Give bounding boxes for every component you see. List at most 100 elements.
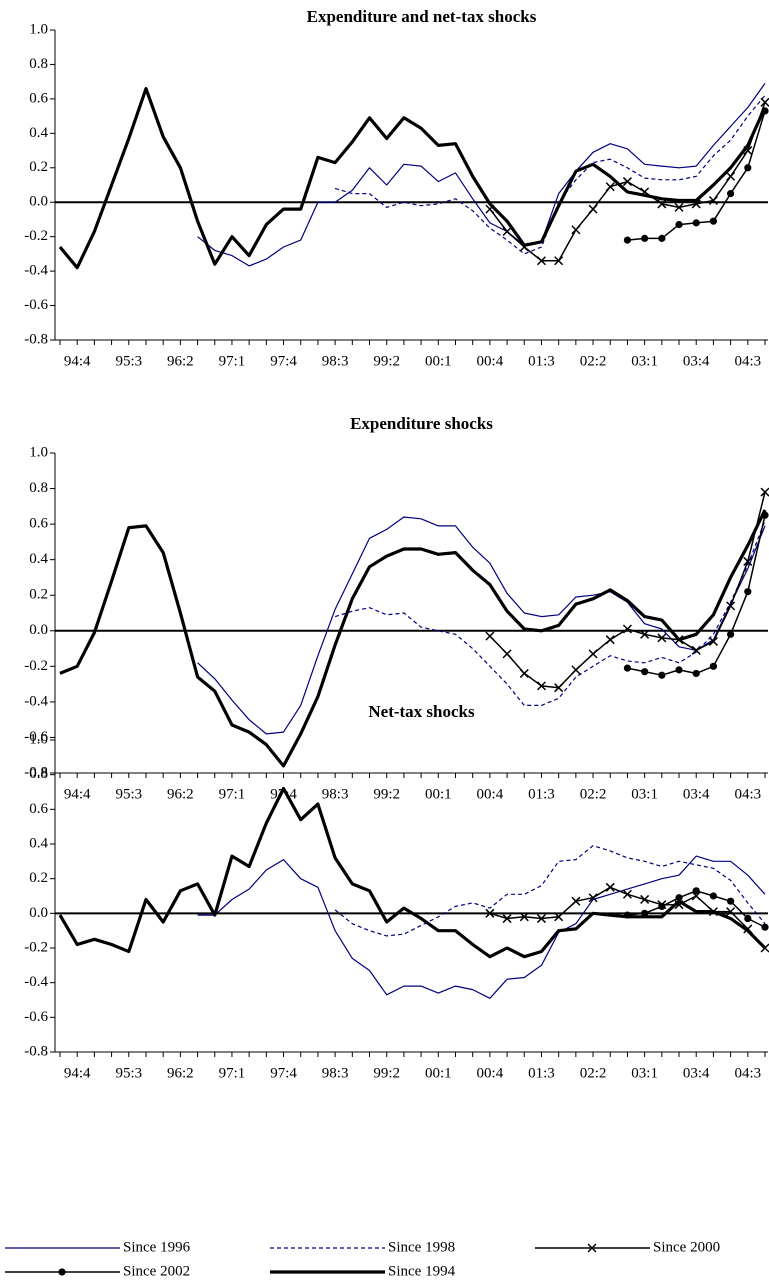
marker-dot — [709, 662, 718, 670]
y-tick-label: 0.0 — [29, 622, 48, 638]
marker-x — [588, 204, 598, 214]
x-tick-label: 96:2 — [167, 1065, 194, 1081]
y-tick-label: -0.6 — [24, 297, 48, 313]
marker-x — [605, 882, 615, 892]
marker-x — [536, 914, 546, 924]
marker-x — [554, 912, 564, 922]
x-tick-label: 03:1 — [631, 353, 658, 369]
marker-x — [554, 683, 564, 693]
y-tick-label: -0.2 — [24, 939, 48, 955]
marker-x — [657, 633, 667, 643]
chart-title: Expenditure shocks — [350, 414, 493, 433]
marker-x — [536, 256, 546, 266]
x-tick-label: 97:1 — [219, 1065, 246, 1081]
series-line — [334, 520, 766, 706]
x-tick-label: 01:3 — [528, 1065, 555, 1081]
chart-title: Expenditure and net-tax shocks — [307, 7, 537, 26]
marker-dot — [727, 630, 735, 638]
x-tick-label: 98:3 — [322, 353, 349, 369]
series-line — [197, 83, 766, 267]
marker-dot — [641, 909, 649, 917]
y-tick-label: 0.2 — [29, 159, 48, 175]
marker-x — [571, 665, 581, 675]
series-line — [59, 509, 767, 768]
marker-x — [743, 556, 753, 566]
x-tick-label: 01:3 — [528, 353, 555, 369]
marker-dot — [658, 671, 666, 679]
marker-x — [485, 908, 495, 918]
x-tick-label: 97:4 — [270, 353, 297, 369]
x-tick-label: 02:2 — [580, 786, 607, 802]
x-tick-label: 00:1 — [425, 1065, 452, 1081]
x-tick-label: 95:3 — [115, 786, 142, 802]
legend-marker — [58, 1268, 66, 1276]
series-line — [334, 845, 766, 937]
y-tick-label: -0.4 — [24, 263, 48, 279]
x-tick-label: 97:1 — [219, 786, 246, 802]
marker-dot — [727, 190, 735, 198]
marker-dot — [658, 234, 666, 242]
y-tick-label: 0.6 — [29, 90, 48, 106]
x-tick-label: 98:3 — [322, 786, 349, 802]
x-tick-label: 96:2 — [167, 786, 194, 802]
legend-label: Since 1996 — [123, 1239, 191, 1255]
y-tick-label: -0.8 — [24, 331, 48, 347]
x-tick-label: 98:3 — [322, 1065, 349, 1081]
y-tick-label: 0.2 — [29, 870, 48, 886]
marker-x — [622, 889, 632, 899]
marker-x — [657, 199, 667, 209]
marker-dot — [623, 664, 632, 672]
y-tick-label: 0.8 — [29, 480, 48, 496]
x-tick-label: 95:3 — [115, 1065, 142, 1081]
y-tick-label: -0.2 — [24, 658, 48, 674]
marker-x — [571, 896, 581, 906]
marker-dot — [641, 668, 649, 676]
legend-marker — [587, 1243, 597, 1253]
marker-dot — [675, 666, 683, 674]
y-tick-label: 0.4 — [29, 125, 48, 141]
x-tick-label: 96:2 — [167, 353, 194, 369]
y-tick-label: 1.0 — [29, 731, 48, 747]
marker-x — [708, 195, 718, 206]
legend-label: Since 1994 — [388, 1263, 456, 1279]
marker-x — [536, 681, 546, 691]
series-line — [334, 95, 766, 255]
x-tick-label: 03:4 — [683, 1065, 710, 1081]
x-tick-label: 99:2 — [373, 786, 400, 802]
y-tick-label: -0.2 — [24, 228, 48, 244]
y-tick-label: -0.8 — [24, 764, 48, 780]
y-tick-label: 1.0 — [29, 21, 48, 37]
marker-x — [674, 202, 684, 212]
y-tick-label: -0.6 — [24, 729, 48, 745]
marker-dot — [744, 588, 752, 596]
marker-x — [691, 645, 701, 655]
marker-x — [605, 635, 615, 645]
x-tick-label: 99:2 — [373, 1065, 400, 1081]
marker-x — [760, 487, 769, 497]
legend-label: Since 1998 — [388, 1239, 455, 1255]
x-tick-label: 00:1 — [425, 353, 452, 369]
marker-dot — [641, 234, 649, 242]
panel: Net-tax shocks -0.8 -0.6 -0.4 -0.2 0.0 0.2 0.4 0… — [24, 702, 769, 1081]
legend-label: Since 2002 — [123, 1263, 190, 1279]
series-line — [58, 786, 767, 959]
x-tick-label: 94:4 — [64, 786, 91, 802]
marker-dot — [709, 892, 718, 900]
marker-x — [519, 912, 529, 922]
y-tick-label: -0.8 — [24, 1043, 48, 1059]
y-tick-label: 0.2 — [29, 587, 48, 603]
x-tick-label: 94:4 — [64, 353, 91, 369]
marker-x — [554, 256, 564, 266]
series-line — [197, 516, 766, 735]
marker-dot — [675, 221, 683, 229]
marker-x — [588, 893, 598, 903]
x-tick-label: 99:2 — [373, 353, 400, 369]
panel: Expenditure and net-tax shocks -0.8 -0.6 -0… — [24, 7, 769, 369]
x-tick-label: 97:1 — [219, 353, 246, 369]
x-tick-label: 03:1 — [631, 786, 658, 802]
marker-x — [691, 891, 701, 901]
marker-dot — [727, 897, 735, 905]
marker-dot — [709, 217, 718, 225]
x-tick-label: 04:3 — [734, 786, 761, 802]
